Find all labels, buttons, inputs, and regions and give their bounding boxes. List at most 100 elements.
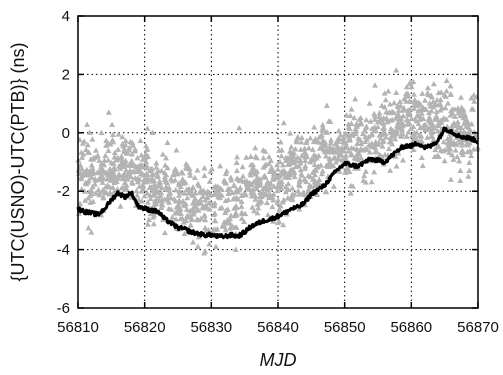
- scatter-point: [355, 156, 362, 163]
- scatter-point: [286, 148, 293, 154]
- y-tick-label: 0: [62, 125, 70, 142]
- scatter-point: [464, 120, 471, 126]
- scatter-point: [357, 114, 364, 121]
- scatter-point: [322, 139, 329, 145]
- scatter-point: [106, 183, 113, 190]
- scatter-point: [85, 224, 92, 231]
- scatter-point: [421, 122, 428, 128]
- scatter-point: [371, 169, 378, 175]
- scatter-point: [403, 83, 410, 90]
- scatter-point: [79, 154, 86, 160]
- scatter-point: [128, 157, 135, 164]
- scatter-point: [450, 156, 457, 162]
- scatter-point: [84, 121, 91, 127]
- scatter-point: [126, 144, 133, 150]
- scatter-point: [224, 206, 231, 212]
- scatter-point: [102, 183, 109, 190]
- scatter-point: [397, 102, 404, 109]
- scatter-point: [101, 157, 108, 163]
- scatter-point: [381, 90, 388, 96]
- scatter-point: [427, 119, 434, 125]
- scatter-point: [295, 187, 302, 194]
- scatter-point: [309, 176, 316, 182]
- scatter-point: [206, 178, 213, 184]
- scatter-point: [199, 204, 206, 211]
- scatter-point: [281, 170, 288, 177]
- scatter-point: [263, 199, 270, 206]
- scatter-point: [458, 94, 465, 100]
- scatter-point: [177, 210, 184, 217]
- scatter-point: [147, 167, 154, 174]
- scatter-point: [447, 90, 454, 97]
- scatter-point: [454, 105, 461, 111]
- scatter-point: [354, 140, 361, 146]
- scatter-point: [144, 221, 151, 227]
- scatter-point: [342, 152, 349, 158]
- scatter-point: [409, 132, 416, 139]
- scatter-point: [371, 113, 378, 119]
- scatter-point: [426, 114, 433, 120]
- scatter-point: [275, 197, 282, 203]
- scatter-point: [197, 187, 204, 194]
- scatter-point: [435, 102, 442, 108]
- scatter-point: [84, 179, 91, 185]
- scatter-point: [344, 164, 351, 170]
- scatter-point: [87, 156, 94, 162]
- scatter-point: [319, 170, 326, 177]
- scatter-point: [132, 148, 139, 154]
- scatter-point: [175, 192, 182, 198]
- scatter-point: [149, 175, 156, 181]
- scatter-point: [190, 200, 197, 206]
- scatter-point: [406, 79, 413, 86]
- scatter-point: [109, 131, 116, 137]
- scatter-point: [236, 124, 243, 131]
- scatter-point: [94, 152, 101, 158]
- scatter-point: [252, 171, 259, 177]
- scatter-point: [327, 136, 334, 143]
- scatter-point: [424, 134, 431, 140]
- scatter-point: [378, 153, 385, 159]
- scatter-point: [466, 148, 473, 154]
- scatter-point: [255, 204, 262, 211]
- scatter-point: [405, 129, 412, 135]
- scatter-point: [466, 159, 473, 166]
- scatter-point: [330, 183, 337, 189]
- scatter-point: [144, 199, 151, 205]
- scatter-point: [387, 101, 394, 107]
- scatter-point: [206, 206, 213, 212]
- scatter-point: [89, 165, 96, 171]
- scatter-point: [444, 100, 451, 106]
- scatter-point: [431, 124, 438, 130]
- scatter-point: [233, 167, 240, 174]
- x-axis-label: MJD: [260, 350, 297, 370]
- scatter-point: [468, 106, 475, 112]
- scatter-point: [298, 139, 305, 145]
- scatter-point: [379, 143, 386, 149]
- scatter-point: [363, 136, 370, 142]
- scatter-point: [151, 181, 158, 187]
- scatter-point: [227, 174, 234, 180]
- scatter-point: [417, 107, 424, 113]
- x-tick-label: 56860: [390, 319, 432, 336]
- y-tick-label: -2: [57, 183, 70, 200]
- scatter-point: [179, 215, 186, 221]
- scatter-point: [118, 156, 125, 162]
- scatter-point: [190, 239, 197, 245]
- scatter-point: [362, 168, 369, 174]
- scatter-point: [371, 124, 378, 130]
- scatter-point: [164, 139, 171, 145]
- scatter-point: [336, 168, 343, 174]
- scatter-point: [296, 191, 303, 197]
- scatter-point: [315, 163, 322, 169]
- series-line: [76, 126, 479, 240]
- scatter-point: [298, 171, 305, 177]
- scatter-point: [183, 160, 190, 167]
- scatter-point: [342, 169, 349, 176]
- scatter-point: [81, 138, 88, 144]
- scatter-point: [167, 190, 174, 196]
- scatter-point: [411, 105, 418, 111]
- scatter-point: [396, 98, 403, 105]
- scatter-point: [181, 190, 188, 196]
- scatter-point: [422, 126, 429, 133]
- scatter-point: [168, 175, 175, 182]
